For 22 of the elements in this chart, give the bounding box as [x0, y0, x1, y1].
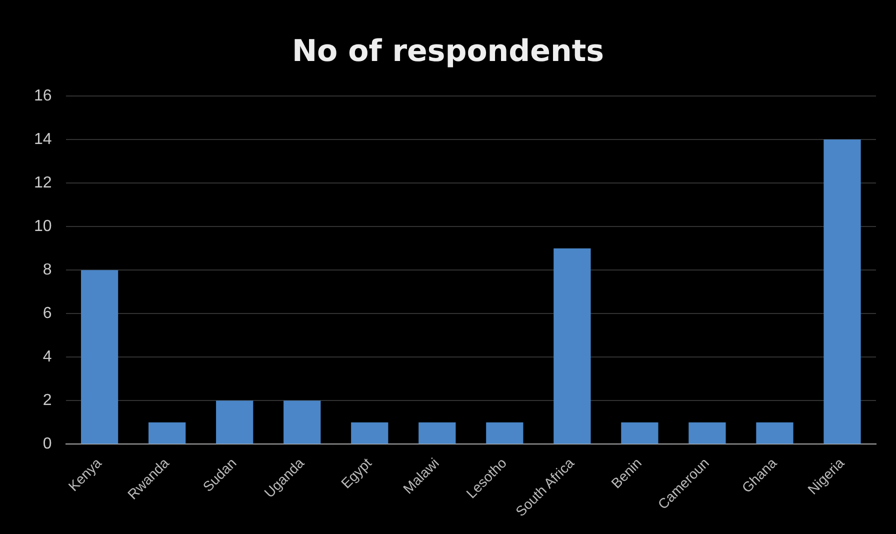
bar: [80, 270, 118, 444]
y-tick-label: 10: [34, 218, 52, 235]
bar: [554, 248, 591, 444]
bar: [824, 140, 861, 444]
chart-title: No of respondents: [292, 34, 604, 69]
y-tick-label: 0: [42, 436, 52, 453]
bar: [216, 400, 254, 444]
bar: [756, 422, 794, 444]
bar: [351, 422, 388, 444]
bar: [284, 400, 321, 444]
y-tick-label: 2: [42, 392, 52, 410]
bar: [688, 422, 726, 444]
bar: [148, 422, 186, 444]
y-tick-label: 16: [34, 87, 52, 104]
y-tick-label: 6: [42, 305, 52, 322]
bar: [621, 422, 658, 444]
y-tick-label: 8: [42, 262, 52, 279]
y-tick-label: 4: [42, 348, 52, 366]
bar: [418, 422, 456, 444]
y-tick-label: 12: [34, 174, 52, 192]
y-tick-label: 14: [34, 130, 52, 148]
bar: [486, 422, 524, 444]
